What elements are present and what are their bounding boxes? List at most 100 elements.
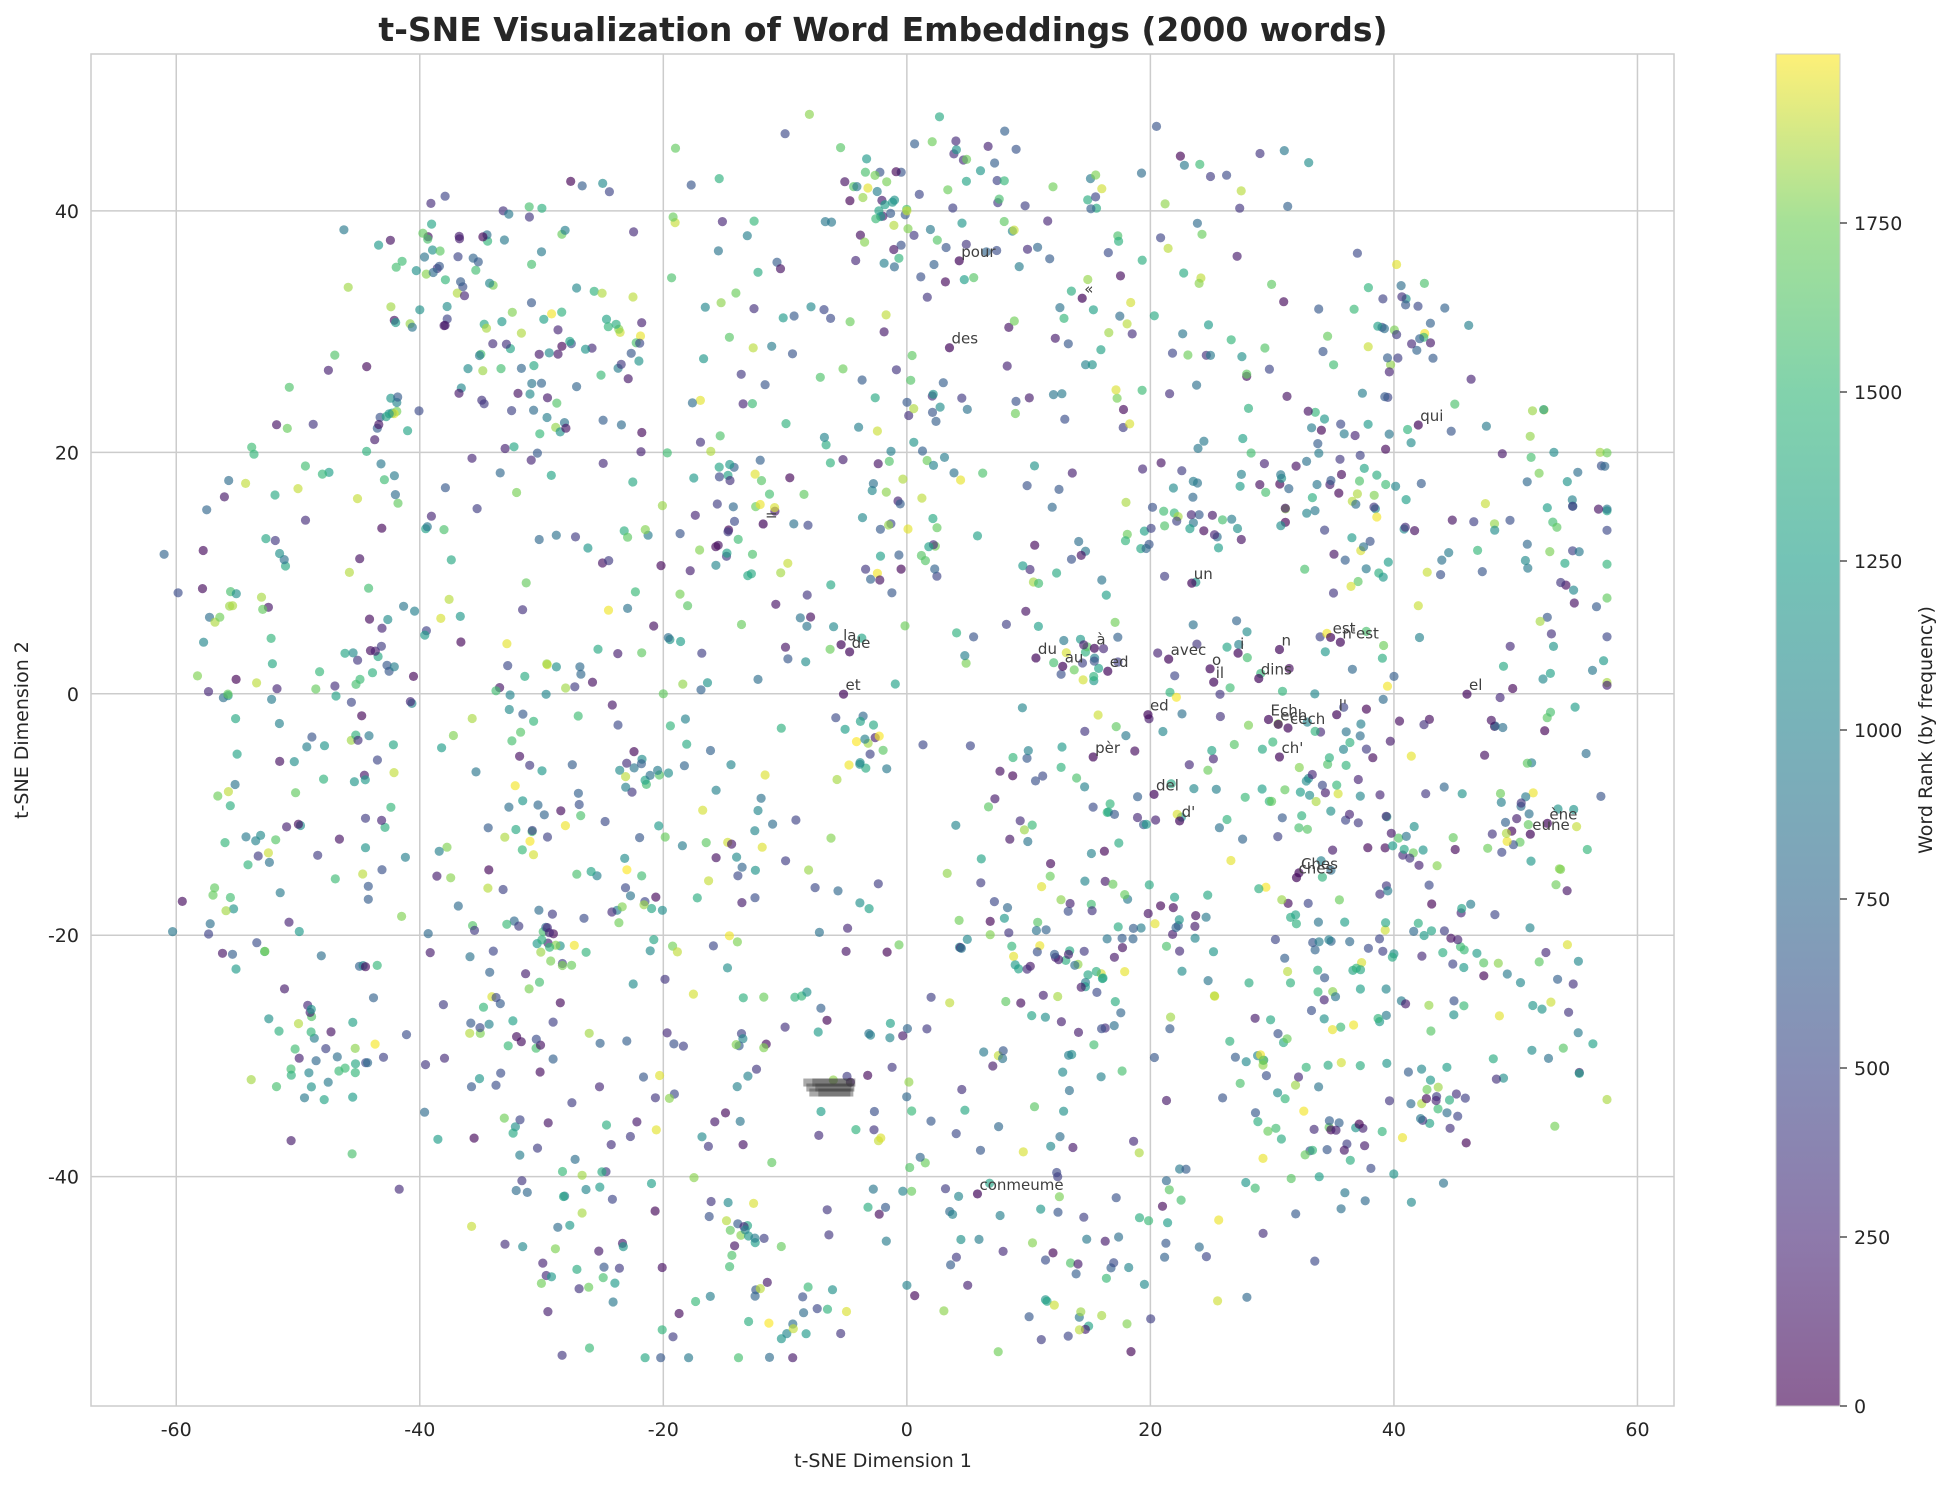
data-point: [518, 1242, 528, 1252]
data-point: [990, 158, 1000, 168]
data-point: [293, 819, 303, 829]
data-point: [1076, 1307, 1086, 1317]
data-point: [561, 423, 571, 433]
data-point: [623, 603, 633, 614]
data-point: [362, 446, 372, 456]
data-point: [1417, 951, 1427, 961]
annotated-point: [1413, 420, 1423, 430]
word-annotation: qui: [1420, 407, 1443, 425]
data-point: [1137, 255, 1147, 265]
data-point: [1117, 1066, 1127, 1076]
data-point: [1030, 776, 1041, 786]
data-point: [1372, 470, 1382, 480]
data-point: [1029, 1102, 1040, 1112]
data-point: [524, 202, 534, 212]
data-point: [290, 1044, 300, 1054]
data-point: [637, 871, 647, 881]
data-point: [695, 395, 706, 405]
data-point: [961, 239, 971, 249]
data-point: [799, 489, 809, 499]
data-point: [902, 1024, 913, 1034]
data-point: [1324, 753, 1334, 763]
data-point: [1213, 1296, 1223, 1306]
data-point: [1088, 802, 1098, 812]
data-point: [1117, 943, 1128, 953]
annotated-point: [1542, 818, 1552, 828]
data-point: [1394, 833, 1404, 843]
data-point: [825, 458, 836, 468]
data-point: [1413, 601, 1423, 611]
data-point: [1587, 665, 1598, 676]
data-point: [1061, 648, 1071, 658]
data-point: [753, 267, 763, 277]
data-point: [1111, 385, 1121, 395]
data-point: [1334, 1118, 1344, 1128]
data-point: [1025, 564, 1035, 575]
data-point: [501, 339, 511, 349]
data-point: [453, 252, 463, 262]
data-point: [565, 336, 575, 346]
data-point: [321, 1044, 331, 1054]
data-point: [956, 943, 967, 954]
word-annotation: ène: [1549, 805, 1577, 823]
data-point: [832, 774, 842, 785]
word-annotation: de: [852, 634, 871, 652]
data-point: [628, 979, 638, 989]
data-point: [931, 416, 941, 426]
data-point: [1322, 1145, 1332, 1155]
data-point: [1205, 350, 1216, 360]
data-point: [827, 1285, 838, 1295]
data-point: [1361, 626, 1371, 637]
data-point: [1384, 1096, 1395, 1106]
data-point: [1381, 984, 1391, 994]
data-point: [1553, 804, 1563, 814]
data-point: [1313, 987, 1323, 997]
data-point: [1277, 686, 1288, 696]
data-point: [1489, 519, 1500, 529]
data-point: [885, 1033, 895, 1043]
data-point: [1066, 286, 1076, 296]
data-point: [427, 245, 438, 255]
data-point: [822, 1015, 832, 1025]
data-point: [708, 941, 719, 951]
data-point: [750, 865, 761, 875]
data-point: [374, 240, 384, 250]
data-point: [989, 897, 1000, 907]
data-point: [954, 1191, 964, 1201]
y-tick-label: 0: [67, 684, 79, 706]
data-point: [1226, 855, 1236, 866]
data-point: [241, 832, 251, 842]
data-point: [1193, 443, 1203, 453]
data-point: [954, 915, 964, 926]
data-point: [1380, 925, 1390, 935]
data-point: [938, 378, 948, 388]
data-point: [1163, 243, 1173, 253]
data-point: [1071, 1269, 1081, 1279]
data-point: [313, 850, 323, 860]
data-point: [1460, 1093, 1470, 1103]
data-point: [1218, 1093, 1228, 1103]
data-point: [826, 313, 836, 323]
data-point: [855, 898, 865, 908]
data-point: [677, 841, 688, 851]
data-point: [1190, 933, 1200, 943]
data-point: [1461, 1138, 1471, 1148]
data-point: [1313, 965, 1323, 975]
data-point: [525, 389, 535, 399]
data-point: [985, 930, 995, 940]
data-point: [456, 277, 466, 287]
data-point: [1192, 218, 1202, 228]
data-point: [1177, 709, 1187, 719]
data-point: [1414, 632, 1425, 643]
data-point: [836, 1328, 846, 1339]
data-point: [516, 1037, 526, 1047]
data-point: [518, 605, 528, 615]
data-point: [1466, 374, 1476, 384]
data-point: [732, 937, 743, 947]
data-point: [1052, 568, 1062, 578]
data-point: [438, 1000, 448, 1010]
data-point: [1186, 510, 1196, 520]
data-point: [887, 588, 897, 598]
data-point: [1109, 809, 1120, 820]
